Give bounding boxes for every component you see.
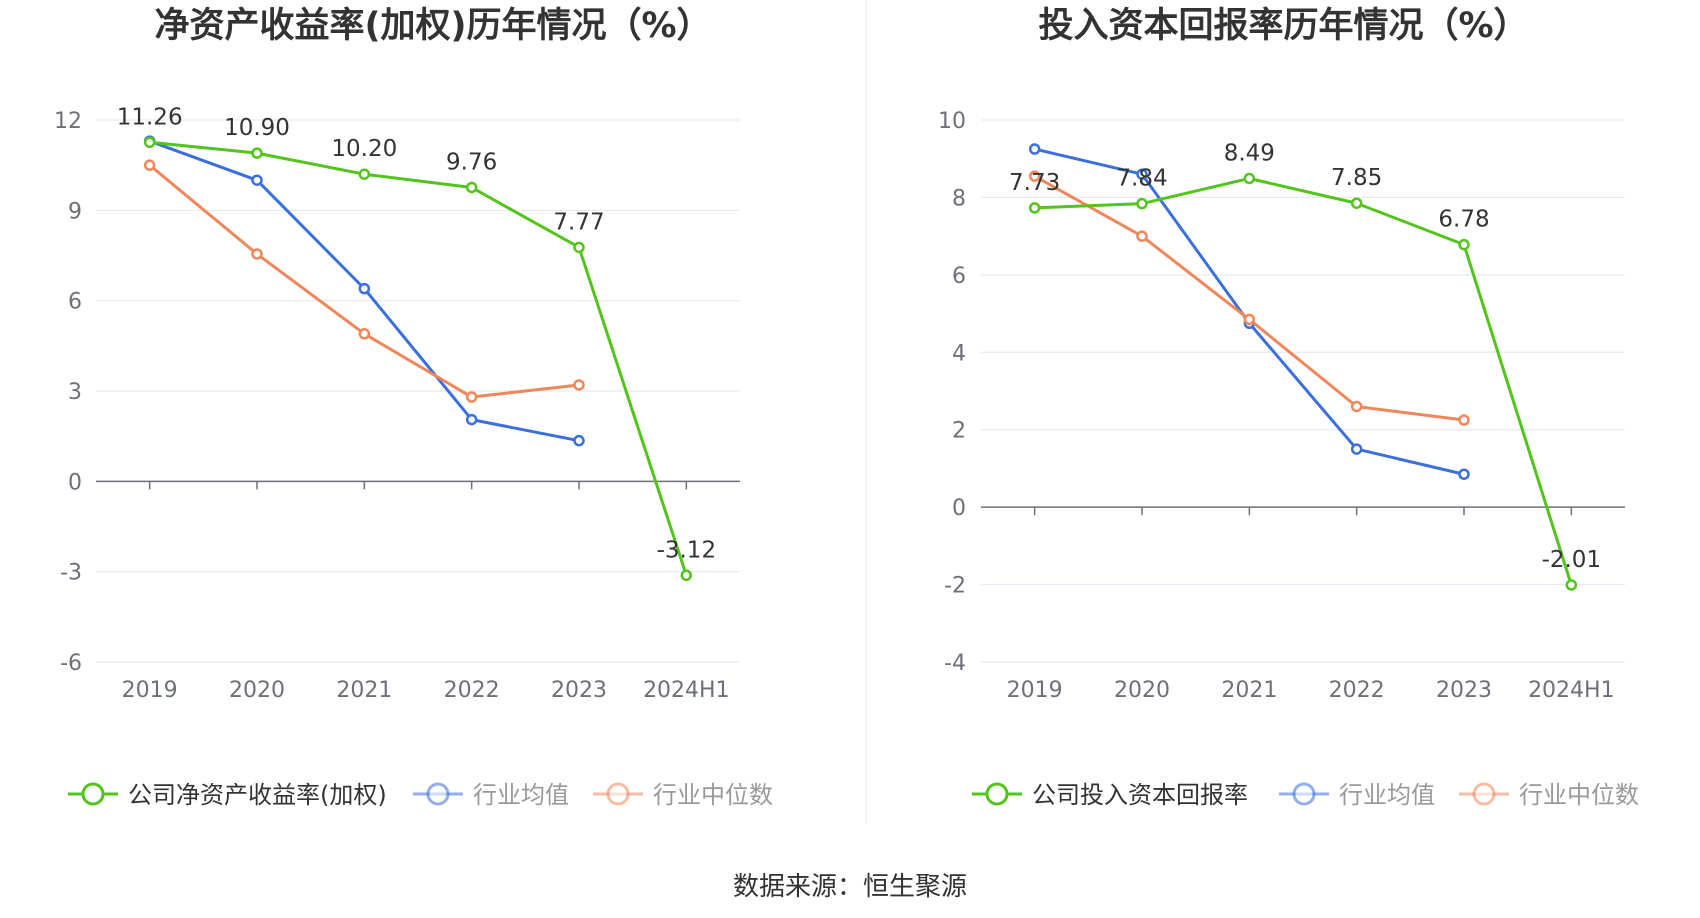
y-tick-label: 12 [54, 109, 82, 134]
data-point-industry_mean [573, 434, 585, 447]
data-point-industry_mean [1350, 443, 1363, 455]
y-tick-label: 3 [68, 380, 82, 405]
legend-item-industry_median: 行业中位数 [593, 781, 773, 809]
data-point-company [1458, 238, 1470, 251]
y-tick-label: 4 [952, 341, 966, 366]
legend-item-industry_mean: 行业均值 [1279, 781, 1435, 809]
chart-1: -6 -3 0 3 6 9 12 2019 2020 2021 2022 2023 2024H1 11.2… [54, 104, 773, 809]
x-tick-label: 2024H1 [1528, 678, 1615, 703]
legend-label: 公司净资产收益率(加权) [128, 781, 387, 809]
data-point-company [251, 147, 263, 159]
y-tick-label: -4 [944, 651, 966, 676]
data-point-company [143, 136, 156, 149]
data-label: 11.26 [117, 104, 183, 130]
x-tick-label: 2023 [1436, 678, 1492, 703]
data-point-industry_mean [251, 174, 263, 186]
legend-label: 行业均值 [1339, 781, 1435, 809]
y-tick-label: 10 [938, 109, 966, 134]
legend-item-industry_median: 行业中位数 [1459, 781, 1639, 809]
x-tick-label: 2021 [1221, 678, 1277, 703]
data-point-industry_median [1243, 313, 1256, 326]
legend-item-industry_mean: 行业均值 [413, 781, 569, 809]
x-tick-label: 2022 [1329, 678, 1385, 703]
y-tick-label: 2 [952, 419, 966, 444]
data-label: 7.84 [1116, 166, 1167, 192]
data-point-company [1350, 197, 1363, 209]
data-point-company [1243, 172, 1256, 185]
legend-marker [985, 782, 1009, 806]
data-label: -3.12 [657, 537, 717, 563]
legend-label: 行业均值 [473, 781, 569, 809]
chart-title-roic: 投入资本回报率历年情况（%） [1038, 6, 1529, 46]
data-point-company [1565, 579, 1578, 591]
legend-marker [426, 782, 450, 806]
data-label: 6.78 [1438, 207, 1489, 233]
x-tick-label: 2022 [444, 678, 500, 703]
data-point-industry_median [1136, 230, 1148, 242]
data-point-industry_median [573, 379, 585, 391]
data-label: -2.01 [1542, 547, 1602, 573]
chart-title-roe: 净资产收益率(加权)历年情况（%） [154, 6, 712, 46]
data-point-industry_mean [1028, 143, 1041, 155]
series-line-company [149, 140, 688, 576]
data-point-industry_mean [1458, 468, 1470, 480]
legend-marker [606, 782, 630, 806]
x-tick-label: 2020 [229, 678, 285, 703]
data-point-industry_mean [358, 282, 371, 295]
data-point-company [573, 241, 585, 254]
panel-divider [866, 0, 867, 825]
data-point-industry_median [251, 248, 263, 260]
y-tick-label: 8 [952, 186, 966, 211]
y-tick-label: 0 [952, 496, 966, 521]
data-point-industry_median [1028, 170, 1041, 182]
y-tick-label: -3 [60, 561, 82, 586]
data-label: 9.76 [446, 149, 497, 175]
y-tick-label: -2 [944, 574, 966, 599]
data-label: 7.73 [1009, 170, 1060, 196]
legend-item-company: 公司净资产收益率(加权) [68, 781, 387, 809]
data-point-industry_mean [465, 413, 478, 426]
data-label: 8.49 [1224, 140, 1275, 166]
data-point-industry_median [358, 328, 371, 340]
x-tick-label: 2020 [1114, 678, 1170, 703]
series-line-industry_median [1033, 174, 1465, 422]
y-tick-label: -6 [60, 651, 82, 676]
legend-label: 公司投入资本回报率 [1032, 781, 1248, 809]
y-tick-label: 6 [68, 290, 82, 315]
legend-item-company: 公司投入资本回报率 [972, 781, 1248, 809]
data-point-company [465, 181, 478, 194]
legend-marker [1292, 782, 1316, 806]
data-point-industry_median [1350, 400, 1363, 413]
data-label: 7.85 [1331, 165, 1382, 191]
data-point-company [680, 569, 693, 582]
data-label: 10.20 [331, 136, 397, 162]
y-tick-label: 9 [68, 199, 82, 224]
legend-label: 行业中位数 [653, 781, 773, 809]
legend-marker [81, 782, 105, 806]
data-point-industry_median [143, 159, 156, 171]
legend-label: 行业中位数 [1519, 781, 1639, 809]
data-point-company [1136, 197, 1148, 210]
x-tick-label: 2021 [336, 678, 392, 703]
y-tick-label: 0 [68, 470, 82, 495]
x-tick-label: 2019 [122, 678, 178, 703]
legend-marker [1472, 782, 1496, 806]
x-tick-label: 2019 [1007, 678, 1063, 703]
chart-2: -4 -2 0 2 4 6 8 10 2019 2020 2021 2022 2023 2024H1 7.7… [938, 109, 1639, 809]
data-point-industry_median [465, 391, 478, 403]
data-label: 10.90 [224, 115, 290, 141]
x-tick-label: 2023 [551, 678, 607, 703]
series-line-industry_median [148, 164, 580, 399]
data-source: 数据来源：恒生聚源 [732, 872, 967, 902]
y-tick-label: 6 [952, 264, 966, 289]
data-point-company [1028, 202, 1041, 214]
data-point-company [358, 168, 371, 180]
data-point-industry_mean [1136, 168, 1148, 180]
series-line-company [1034, 176, 1573, 586]
data-point-industry_median [1458, 414, 1470, 426]
x-tick-label: 2024H1 [643, 678, 730, 703]
data-label: 7.77 [553, 209, 604, 235]
